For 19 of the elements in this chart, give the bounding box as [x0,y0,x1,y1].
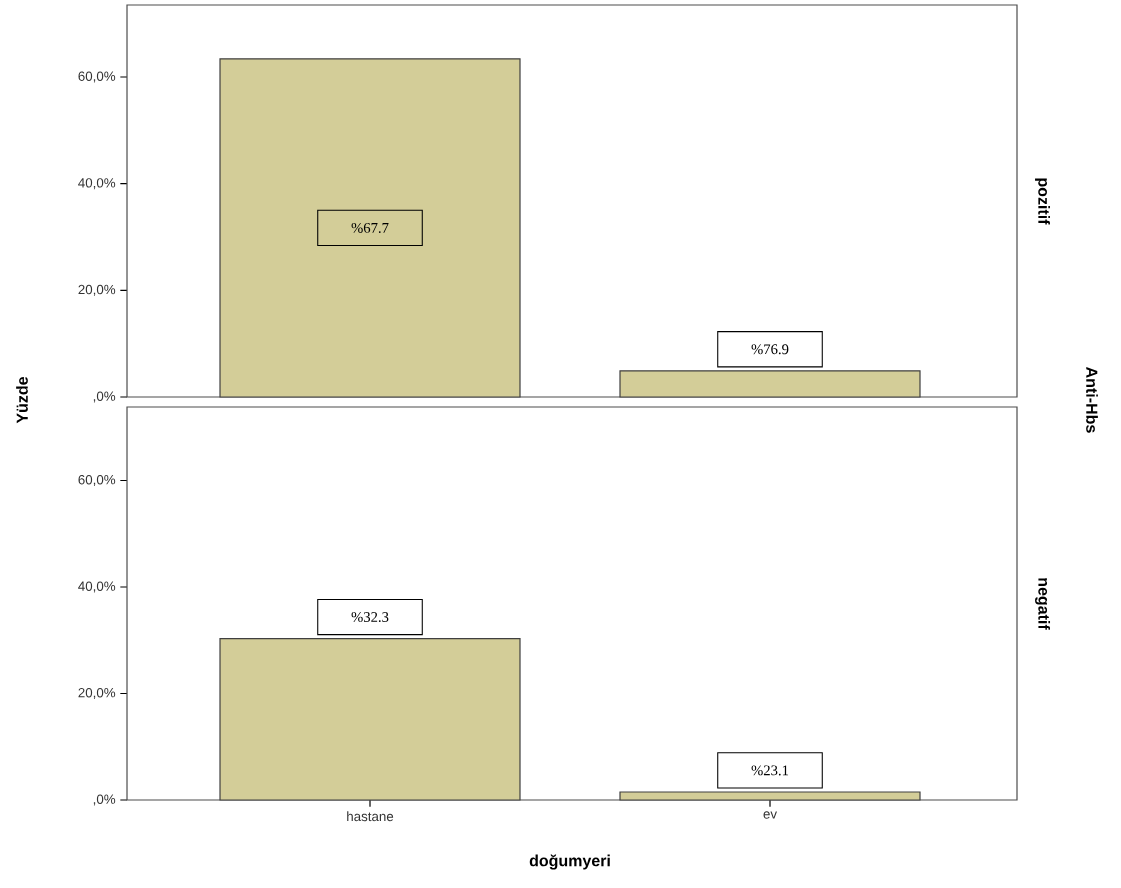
x-tick-label: hastane [347,811,394,822]
x-tick-label: ev [763,811,777,819]
y-axis-title: Yüzde [16,376,28,424]
y-tick-label: ,0% [93,391,116,403]
annotation: %32.3 [351,612,389,623]
y-tick-label: 20,0% [78,284,116,296]
y-tick-label: 40,0% [78,178,116,190]
annotation: %67.7 [351,222,389,233]
annotation: %76.9 [751,344,789,355]
y-tick-label: 60,0% [78,71,116,83]
y-tick-label: 20,0% [78,687,116,699]
y-tick-label: 40,0% [78,581,116,593]
y2-axis-title: pozitif [1035,178,1050,225]
x-axis-title: doğumyeri [529,854,610,870]
y-tick-label: 60,0% [78,474,116,486]
y2-axis-title: negatif [1035,578,1051,630]
text: Anti-Hbs [1086,367,1098,433]
y-tick-label: ,0% [93,794,116,806]
annotation: %23.1 [751,765,789,776]
